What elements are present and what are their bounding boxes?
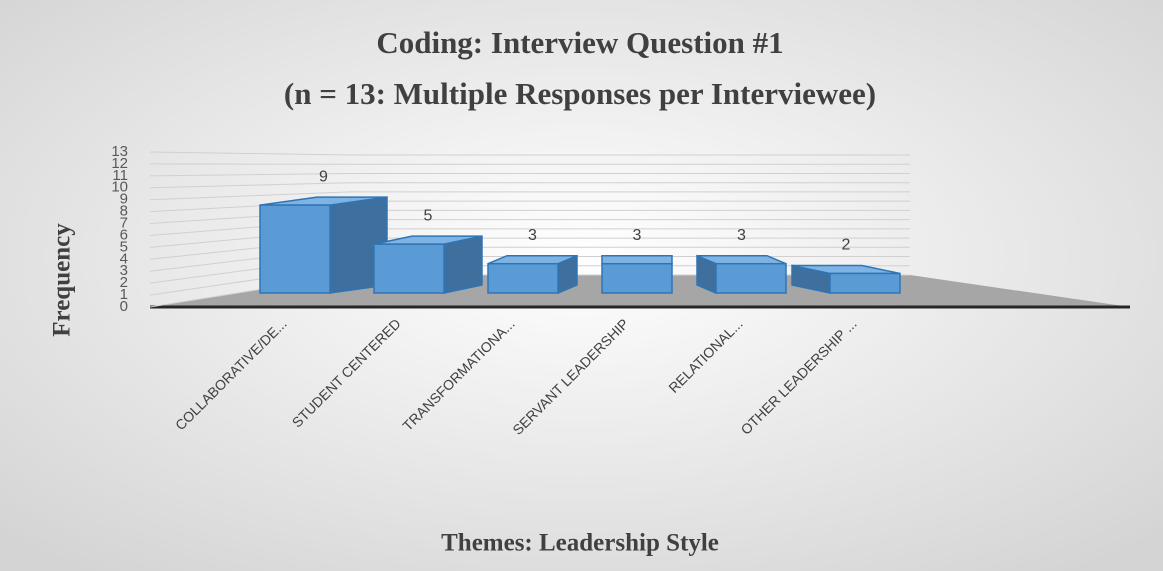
chart-title: Coding: Interview Question #1 — [376, 25, 783, 60]
bar-front — [601, 262, 673, 294]
y-tick-label: 7 — [120, 215, 128, 232]
value-label: 5 — [424, 207, 433, 224]
value-label: 2 — [842, 237, 851, 254]
y-tick-label: 10 — [111, 179, 128, 196]
bar-front — [829, 272, 901, 294]
value-label: 9 — [319, 168, 328, 185]
y-tick-label: 13 — [111, 143, 128, 160]
y-tick-label: 0 — [120, 298, 128, 315]
y-tick-label: 3 — [120, 262, 128, 279]
bar-side — [443, 235, 483, 294]
value-label: 3 — [633, 227, 642, 244]
y-tick-label: 6 — [120, 226, 128, 243]
bar — [601, 254, 673, 294]
y-tick-label: 4 — [120, 250, 128, 267]
y-axis-label: Frequency — [49, 223, 76, 337]
bar — [696, 254, 787, 295]
y-tick-label: 8 — [120, 203, 128, 220]
grid-line — [149, 191, 910, 201]
grid-line — [149, 151, 910, 156]
value-label: 3 — [528, 227, 537, 244]
y-tick-label: 2 — [120, 274, 128, 291]
y-tick-label: 1 — [120, 286, 128, 303]
grid-line — [149, 182, 910, 189]
y-tick-label: 5 — [120, 238, 128, 255]
bar — [791, 264, 901, 294]
y-tick-label: 12 — [111, 155, 128, 172]
bar-front — [715, 262, 787, 294]
value-label: 3 — [737, 227, 746, 244]
y-tick-label: 11 — [112, 167, 128, 184]
bar-front — [373, 243, 445, 294]
bar — [487, 254, 578, 295]
bar-top — [601, 254, 673, 265]
grid-line — [149, 172, 910, 177]
bar — [373, 235, 483, 294]
x-axis-label: Themes: Leadership Style — [441, 530, 719, 557]
bar-front — [487, 262, 559, 294]
chart-subtitle: (n = 13: Multiple Responses per Intervie… — [284, 76, 876, 111]
y-tick-label: 9 — [120, 191, 128, 208]
bar — [259, 196, 388, 294]
bar-front — [259, 204, 331, 294]
